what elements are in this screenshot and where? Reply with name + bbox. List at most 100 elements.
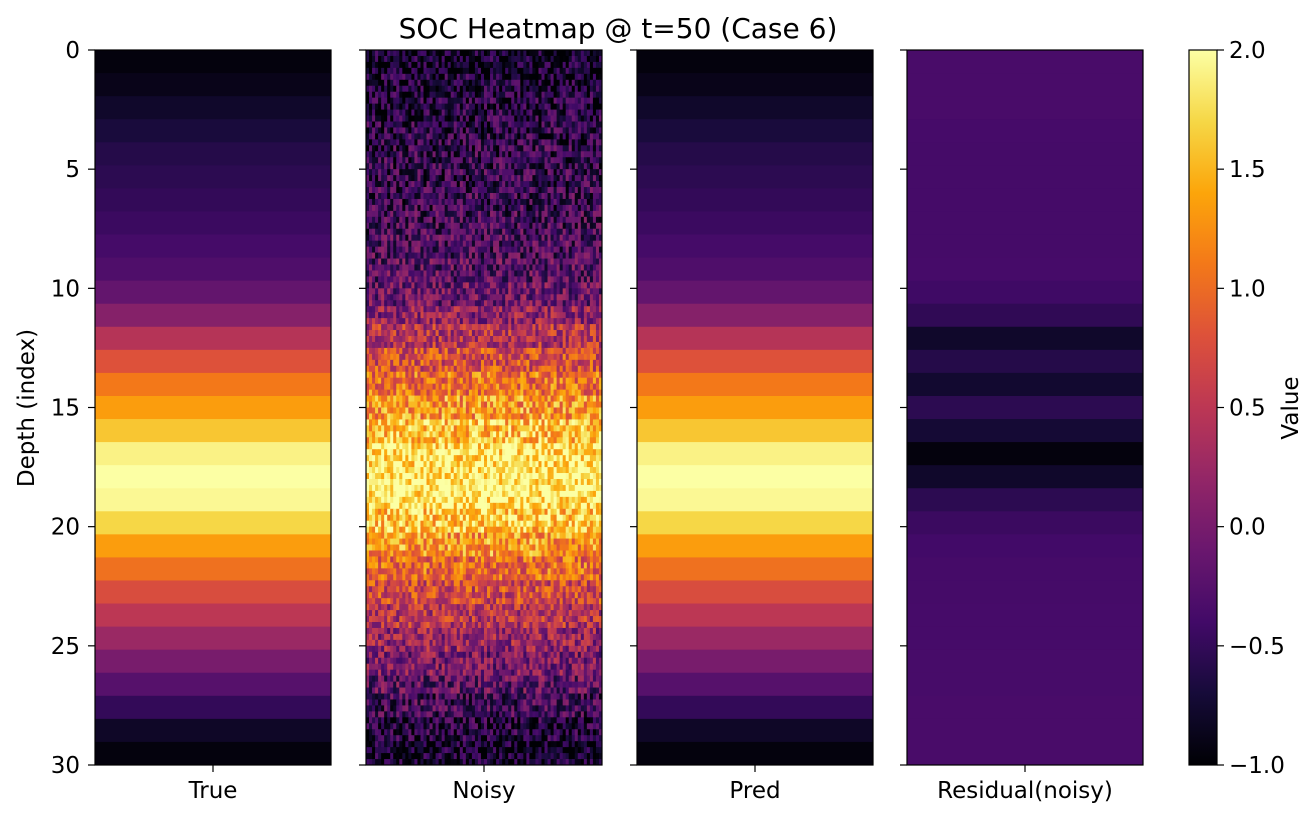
heatmap-cell: [508, 91, 512, 99]
heatmap-cell: [532, 353, 536, 361]
heatmap-cell: [493, 389, 497, 396]
heatmap-cell: [556, 407, 561, 414]
heatmap-cell: [565, 193, 570, 200]
heatmap-cell: [95, 511, 331, 535]
heatmap-cell: [429, 282, 433, 289]
heatmap-cell: [484, 318, 488, 325]
heatmap-cell: [574, 121, 579, 128]
heatmap-cell: [474, 359, 479, 367]
heatmap-cell: [592, 193, 597, 200]
heatmap-cell: [450, 330, 455, 337]
heatmap-cell: [562, 264, 567, 271]
heatmap-cell: [402, 115, 406, 122]
heatmap-cell: [435, 312, 440, 319]
heatmap-cell: [577, 73, 582, 81]
heatmap-cell: [396, 50, 400, 57]
heatmap-cell: [456, 401, 461, 408]
heatmap-cell: [505, 133, 509, 140]
heatmap-cell: [375, 324, 379, 331]
heatmap-cell: [462, 193, 467, 200]
heatmap-cell: [559, 228, 564, 236]
heatmap-cell: [444, 133, 449, 140]
heatmap-cell: [480, 413, 485, 420]
heatmap-cell: [402, 169, 406, 176]
heatmap-cell: [496, 371, 500, 379]
heatmap-cell: [462, 187, 467, 194]
heatmap-cell: [405, 115, 409, 122]
heatmap-cell: [387, 252, 391, 259]
heatmap-cell: [381, 97, 385, 105]
heatmap-cell: [583, 187, 588, 194]
heatmap-cell: [426, 73, 430, 81]
heatmap-cell: [447, 377, 452, 385]
heatmap-cell: [408, 246, 412, 253]
heatmap-cell: [535, 103, 539, 110]
heatmap-cell: [505, 175, 509, 182]
heatmap-cell: [381, 359, 385, 367]
heatmap-cell: [580, 204, 585, 212]
heatmap-cell: [493, 324, 497, 331]
heatmap-cell: [474, 127, 479, 134]
heatmap-cell: [456, 103, 461, 110]
heatmap-cell: [571, 85, 576, 93]
heatmap-cell: [589, 175, 594, 182]
heatmap-cell: [520, 252, 524, 259]
heatmap-cell: [529, 371, 533, 379]
heatmap-cell: [577, 365, 582, 373]
heatmap-cell: [577, 151, 582, 158]
heatmap-cell: [420, 216, 424, 224]
heatmap-cell: [405, 270, 409, 277]
heatmap-cell: [420, 395, 424, 402]
heatmap-cell: [505, 115, 509, 122]
heatmap-cell: [535, 246, 539, 253]
heatmap-cell: [595, 133, 600, 140]
heatmap-cell: [550, 67, 554, 75]
heatmap-cell: [468, 347, 473, 355]
heatmap-cell: [384, 353, 388, 361]
heatmap-cell: [520, 61, 524, 69]
heatmap-cell: [396, 234, 400, 242]
heatmap-cell: [390, 145, 394, 152]
heatmap-cell: [508, 157, 512, 164]
heatmap-cell: [574, 419, 579, 426]
heatmap-cell: [426, 103, 430, 110]
heatmap-cell: [414, 359, 418, 367]
heatmap-cell: [384, 216, 388, 224]
heatmap-cell: [390, 187, 394, 194]
heatmap-cell: [559, 121, 564, 128]
heatmap-cell: [529, 151, 533, 158]
heatmap-cell: [589, 127, 594, 134]
heatmap-cell: [390, 157, 394, 164]
heatmap-cell: [462, 157, 467, 164]
heatmap-cell: [459, 50, 464, 57]
heatmap-cell: [544, 121, 548, 128]
heatmap-cell: [505, 395, 509, 402]
heatmap-cell: [595, 187, 600, 194]
heatmap-cell: [592, 91, 597, 99]
heatmap-cell: [502, 50, 506, 57]
heatmap-cell: [547, 359, 551, 367]
heatmap-cell: [456, 187, 461, 194]
heatmap-cell: [595, 389, 600, 396]
heatmap-cell: [417, 198, 421, 206]
heatmap-cell: [426, 401, 430, 408]
heatmap-cell: [480, 193, 485, 200]
heatmap-cell: [487, 294, 491, 301]
heatmap-cell: [571, 371, 576, 379]
heatmap-cell: [417, 330, 421, 337]
heatmap-cell: [369, 270, 373, 277]
heatmap-cell: [462, 139, 467, 146]
heatmap-cell: [487, 163, 491, 170]
heatmap-cell: [477, 425, 482, 432]
heatmap-cell: [450, 347, 455, 355]
heatmap-cell: [459, 401, 464, 408]
heatmap-cell: [598, 330, 603, 337]
heatmap-cell: [541, 139, 545, 146]
heatmap-cell: [447, 234, 452, 242]
heatmap-cell: [535, 193, 539, 200]
heatmap-cell: [544, 198, 548, 206]
heatmap-cell: [477, 324, 482, 331]
heatmap-cell: [423, 306, 427, 313]
heatmap-cell: [408, 133, 412, 140]
heatmap-cell: [369, 103, 373, 110]
